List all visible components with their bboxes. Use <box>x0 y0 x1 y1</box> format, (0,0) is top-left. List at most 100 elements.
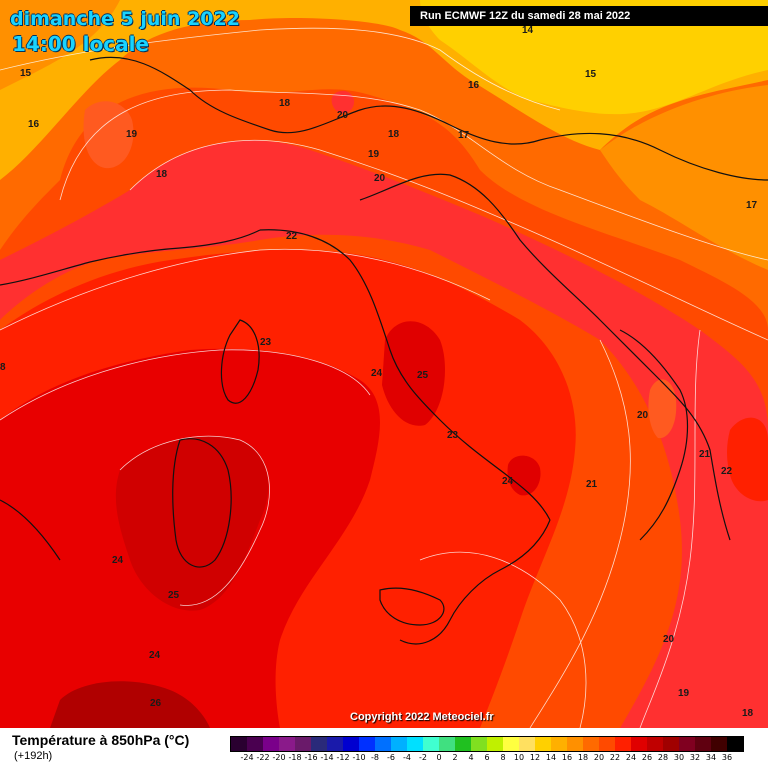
colorbar-tick-label: 32 <box>689 753 701 762</box>
colorbar-tick-label: 2 <box>452 753 458 762</box>
colorbar-tick-label: 36 <box>721 753 733 762</box>
contour-label-18: 18 <box>156 169 168 180</box>
colorbar-tick-label: 4 <box>468 753 474 762</box>
colorbar-ticks: -24 -22 -20 -18 -16 -14 -12 -10 -8 -6 -4 -2 0 2 4 6 8 10 1… <box>230 753 732 765</box>
colorbar-swatch <box>247 737 263 751</box>
contour-label-25: 25 <box>168 590 180 601</box>
contour-label-18: 18 <box>742 708 754 719</box>
colorbar-swatch <box>567 737 583 751</box>
colorbar-tick-label: -16 <box>304 753 318 762</box>
colorbar-swatch <box>487 737 503 751</box>
colorbar-swatch <box>423 737 439 751</box>
colorbar-swatch <box>343 737 359 751</box>
legend-title: Température à 850hPa (°C) <box>12 732 190 748</box>
contour-label-20: 20 <box>637 410 649 421</box>
colorbar-swatch <box>583 737 599 751</box>
colorbar-swatch <box>615 737 631 751</box>
contour-label-20: 20 <box>374 173 386 184</box>
temp-field-15b <box>600 85 768 270</box>
contour-label-16: 16 <box>468 80 480 91</box>
temp-hotspot-25-central <box>382 321 445 426</box>
colorbar-tick-label: -12 <box>336 753 350 762</box>
contour-label-22: 22 <box>286 231 298 242</box>
colorbar-tick-label: -8 <box>371 753 379 762</box>
colorbar-tick-label: -14 <box>320 753 334 762</box>
temperature-colorbar <box>230 736 744 752</box>
temp-field-12 <box>420 0 768 115</box>
colorbar-swatch <box>711 737 727 751</box>
colorbar-swatch <box>695 737 711 751</box>
contour-label-15: 15 <box>20 68 32 79</box>
colorbar-tick-label: 16 <box>561 753 573 762</box>
colorbar-tick-label: -18 <box>288 753 302 762</box>
contour-label-24: 24 <box>112 555 124 566</box>
colorbar-tick-label: -6 <box>387 753 395 762</box>
colorbar-tick-label: 30 <box>673 753 685 762</box>
forecast-time-title: 14:00 locale <box>12 32 149 56</box>
contour-label-15: 15 <box>585 69 597 80</box>
contour-label-17: 17 <box>458 130 470 141</box>
contour-label-24: 24 <box>149 650 161 661</box>
colorbar-tick-label: 14 <box>545 753 557 762</box>
contour-label-23: 23 <box>447 430 459 441</box>
contour-label-19: 19 <box>678 688 690 699</box>
colorbar-tick-label: 24 <box>625 753 637 762</box>
colorbar-tick-label: -10 <box>352 753 366 762</box>
colorbar-tick-label: 18 <box>577 753 589 762</box>
colorbar-swatch <box>519 737 535 751</box>
colorbar-swatch <box>455 737 471 751</box>
colorbar-tick-label: 12 <box>529 753 541 762</box>
temperature-map: 14 15 15 16 16 17 17 18 18 18 19 19 20 2… <box>0 0 768 728</box>
colorbar-swatch <box>599 737 615 751</box>
colorbar-tick-label: 10 <box>513 753 525 762</box>
contour-label-19: 19 <box>126 129 138 140</box>
colorbar-tick-label: -2 <box>419 753 427 762</box>
contour-label-8: 8 <box>0 362 6 373</box>
colorbar-swatch <box>471 737 487 751</box>
temp-hotspot-24-south <box>507 455 541 496</box>
contour-label-25: 25 <box>417 370 429 381</box>
forecast-date-title: dimanche 5 juin 2022 <box>10 8 240 30</box>
colorbar-tick-label: 28 <box>657 753 669 762</box>
colorbar-tick-label: 8 <box>500 753 506 762</box>
model-run-info: Run ECMWF 12Z du samedi 28 mai 2022 <box>410 6 768 26</box>
contour-label-24: 24 <box>371 368 383 379</box>
contour-label-23: 23 <box>260 337 272 348</box>
colorbar-swatch <box>231 737 247 751</box>
colorbar-tick-label: 34 <box>705 753 717 762</box>
temp-pocket-20-alps <box>331 90 355 114</box>
contour-label-24: 24 <box>502 476 514 487</box>
colorbar-swatch <box>503 737 519 751</box>
contour-label-20: 20 <box>663 634 675 645</box>
colorbar-tick-label: 22 <box>609 753 621 762</box>
colorbar-swatch <box>551 737 567 751</box>
contour-label-19: 19 <box>368 149 380 160</box>
contour-label-22: 22 <box>721 466 733 477</box>
colorbar-swatch <box>663 737 679 751</box>
coastlines <box>0 56 768 645</box>
contour-label-14: 14 <box>522 25 534 36</box>
colorbar-tick-label: 0 <box>436 753 442 762</box>
isotherm-lines <box>0 27 768 728</box>
contour-label-21: 21 <box>586 479 598 490</box>
colorbar-tick-label: 20 <box>593 753 605 762</box>
copyright-text: Copyright 2022 Meteociel.fr <box>350 711 494 723</box>
colorbar-swatch <box>631 737 647 751</box>
colorbar-swatch <box>263 737 279 751</box>
colorbar-tick-label: -20 <box>272 753 286 762</box>
contour-label-20: 20 <box>337 110 349 121</box>
temp-pocket-20-east <box>648 379 677 439</box>
colorbar-swatch <box>727 737 743 751</box>
colorbar-tick-label: -24 <box>240 753 254 762</box>
colorbar-tick-label: 6 <box>484 753 490 762</box>
colorbar-swatch <box>279 737 295 751</box>
colorbar-tick-label: 26 <box>641 753 653 762</box>
colorbar-swatch <box>439 737 455 751</box>
temp-field-26 <box>50 681 210 728</box>
contour-label-26: 26 <box>150 698 162 709</box>
contour-label-17: 17 <box>746 200 758 211</box>
colorbar-swatch <box>407 737 423 751</box>
colorbar-swatch <box>535 737 551 751</box>
contour-label-16: 16 <box>28 119 40 130</box>
colorbar-swatch <box>679 737 695 751</box>
